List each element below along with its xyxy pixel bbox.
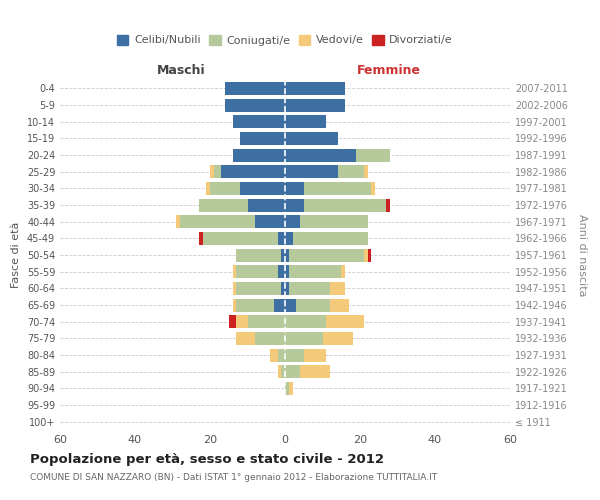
Bar: [285, 232, 293, 245]
Bar: [285, 82, 345, 95]
Bar: [233, 115, 285, 128]
Bar: [236, 265, 277, 278]
Bar: [371, 182, 375, 195]
Bar: [210, 165, 214, 178]
Bar: [236, 332, 255, 345]
Bar: [180, 215, 255, 228]
Bar: [255, 332, 285, 345]
Bar: [330, 298, 349, 312]
Bar: [248, 198, 285, 211]
Y-axis label: Anni di nascita: Anni di nascita: [577, 214, 587, 296]
Bar: [285, 198, 304, 211]
Bar: [277, 265, 285, 278]
Bar: [285, 332, 323, 345]
Bar: [323, 332, 353, 345]
Bar: [199, 198, 248, 211]
Bar: [240, 132, 285, 145]
Bar: [236, 248, 281, 262]
Bar: [300, 365, 330, 378]
Bar: [285, 148, 356, 162]
Bar: [233, 148, 285, 162]
Bar: [285, 315, 326, 328]
Bar: [304, 198, 386, 211]
Bar: [281, 248, 285, 262]
Bar: [229, 315, 236, 328]
Bar: [285, 348, 304, 362]
Bar: [289, 382, 293, 395]
Bar: [199, 232, 203, 245]
Bar: [233, 298, 236, 312]
Bar: [210, 182, 240, 195]
Bar: [293, 232, 367, 245]
Bar: [300, 215, 367, 228]
Bar: [285, 182, 304, 195]
Bar: [285, 365, 300, 378]
Bar: [296, 298, 330, 312]
Bar: [285, 165, 337, 178]
Bar: [248, 315, 285, 328]
Bar: [236, 298, 274, 312]
Bar: [285, 265, 289, 278]
Y-axis label: Fasce di età: Fasce di età: [11, 222, 21, 288]
Bar: [206, 182, 210, 195]
Bar: [176, 215, 180, 228]
Text: Femmine: Femmine: [356, 64, 421, 76]
Bar: [274, 298, 285, 312]
Bar: [289, 265, 341, 278]
Bar: [236, 282, 281, 295]
Bar: [367, 248, 371, 262]
Bar: [285, 215, 300, 228]
Bar: [233, 265, 236, 278]
Bar: [285, 132, 337, 145]
Legend: Celibi/Nubili, Coniugati/e, Vedovi/e, Divorziati/e: Celibi/Nubili, Coniugati/e, Vedovi/e, Di…: [113, 30, 457, 50]
Text: Maschi: Maschi: [157, 64, 206, 76]
Bar: [236, 315, 248, 328]
Bar: [289, 282, 330, 295]
Bar: [364, 165, 367, 178]
Bar: [326, 315, 364, 328]
Bar: [233, 282, 236, 295]
Bar: [203, 232, 277, 245]
Bar: [281, 365, 285, 378]
Bar: [225, 82, 285, 95]
Bar: [225, 98, 285, 112]
Bar: [330, 282, 345, 295]
Bar: [277, 365, 281, 378]
Text: Popolazione per età, sesso e stato civile - 2012: Popolazione per età, sesso e stato civil…: [30, 452, 384, 466]
Bar: [214, 165, 221, 178]
Bar: [289, 248, 364, 262]
Bar: [221, 165, 285, 178]
Bar: [386, 198, 390, 211]
Bar: [356, 148, 390, 162]
Text: COMUNE DI SAN NAZZARO (BN) - Dati ISTAT 1° gennaio 2012 - Elaborazione TUTTITALI: COMUNE DI SAN NAZZARO (BN) - Dati ISTAT …: [30, 472, 437, 482]
Bar: [277, 232, 285, 245]
Bar: [341, 265, 345, 278]
Bar: [277, 348, 285, 362]
Bar: [255, 215, 285, 228]
Bar: [281, 282, 285, 295]
Bar: [240, 182, 285, 195]
Bar: [285, 298, 296, 312]
Bar: [285, 382, 289, 395]
Bar: [285, 115, 326, 128]
Bar: [337, 165, 364, 178]
Bar: [364, 248, 367, 262]
Bar: [285, 98, 345, 112]
Bar: [285, 248, 289, 262]
Bar: [285, 282, 289, 295]
Bar: [270, 348, 277, 362]
Bar: [304, 348, 326, 362]
Bar: [304, 182, 371, 195]
